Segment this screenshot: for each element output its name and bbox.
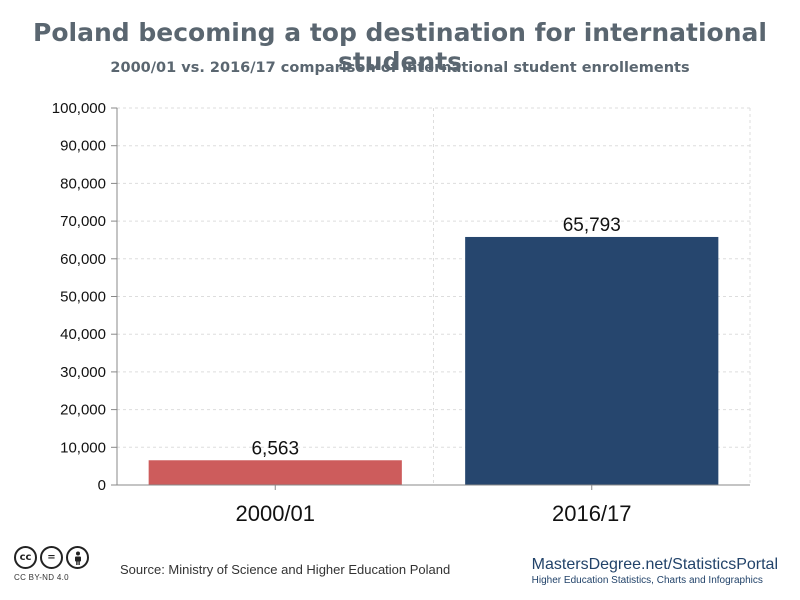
y-tick-label: 20,000 — [60, 402, 106, 419]
y-tick-label: 40,000 — [60, 326, 106, 343]
y-tick-label: 100,000 — [52, 100, 106, 117]
bar-2000-01 — [148, 460, 402, 485]
y-tick-label: 50,000 — [60, 289, 106, 306]
y-tick-label: 30,000 — [60, 364, 106, 381]
data-label: 6,563 — [251, 438, 299, 459]
license-block: cc = CC BY-ND 4.0 — [14, 546, 104, 590]
data-label: 65,793 — [563, 215, 621, 236]
by-person-icon — [66, 546, 89, 569]
x-tick-label: 2016/17 — [552, 501, 632, 526]
nd-equals-icon: = — [40, 546, 63, 569]
y-tick-label: 60,000 — [60, 251, 106, 268]
brand-tagline: Higher Education Statistics, Charts and … — [531, 575, 763, 586]
source-note: Source: Ministry of Science and Higher E… — [120, 562, 451, 577]
brand-link[interactable]: MastersDegree.net/StatisticsPortal — [531, 556, 778, 573]
bar-2016-17 — [465, 236, 719, 485]
y-tick-label: 70,000 — [60, 213, 106, 230]
license-text: CC BY-ND 4.0 — [14, 573, 69, 582]
y-tick-label: 80,000 — [60, 175, 106, 192]
y-tick-label: 10,000 — [60, 439, 106, 456]
x-tick-label: 2000/01 — [235, 501, 315, 526]
brand-block[interactable]: MastersDegree.net/StatisticsPortal Highe… — [532, 556, 778, 586]
chart-subtitle: 2000/01 vs. 2016/17 comparison of intern… — [110, 60, 690, 76]
chart-title: Poland becoming a top destination for in… — [33, 18, 767, 76]
y-tick-label: 0 — [98, 477, 106, 494]
y-tick-label: 90,000 — [60, 138, 106, 155]
cc-icon: cc — [14, 546, 37, 569]
